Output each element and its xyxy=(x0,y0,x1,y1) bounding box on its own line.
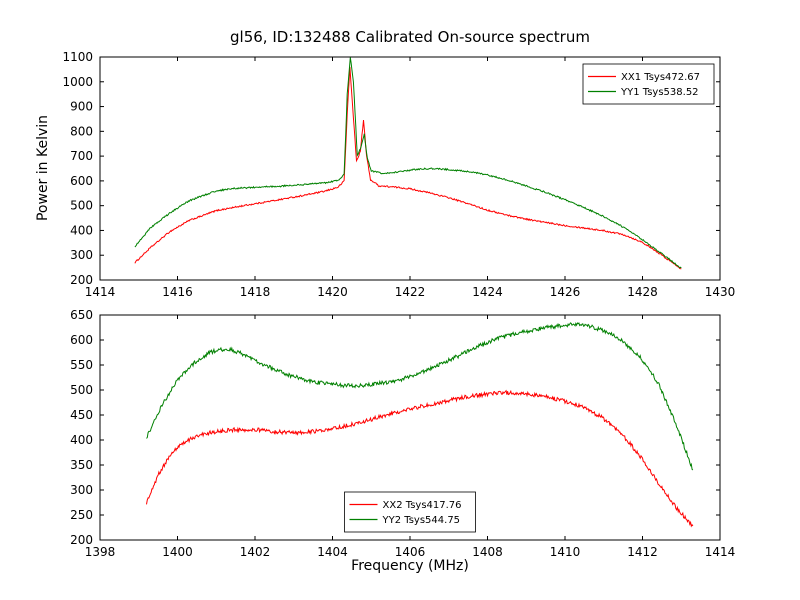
x-tick-label: 1410 xyxy=(550,545,581,559)
x-tick-label: 1398 xyxy=(85,545,116,559)
y-tick-label: 650 xyxy=(70,308,93,322)
x-tick-label: 1422 xyxy=(395,285,426,299)
series-line-2 xyxy=(146,321,694,471)
x-axis-label: Frequency (MHz) xyxy=(351,558,469,574)
y-tick-label: 1100 xyxy=(62,50,93,64)
x-tick-label: 1428 xyxy=(627,285,658,299)
y-tick-label: 400 xyxy=(70,223,93,237)
x-tick-label: 1414 xyxy=(85,285,116,299)
x-tick-label: 1412 xyxy=(627,545,658,559)
x-tick-label: 1400 xyxy=(162,545,193,559)
legend-label: YY2 Tsys544.75 xyxy=(382,515,461,526)
legend-label: XX1 Tsys472.67 xyxy=(621,72,700,83)
x-tick-label: 1418 xyxy=(240,285,271,299)
series-line-1 xyxy=(146,389,694,528)
legend: XX1 Tsys472.67 YY1 Tsys538.52 xyxy=(582,63,715,105)
y-tick-label: 600 xyxy=(70,174,93,188)
legend-label: XX2 Tsys417.76 xyxy=(383,500,462,511)
y-tick-label: 800 xyxy=(70,124,93,138)
y-tick-label: 300 xyxy=(70,483,93,497)
y-tick-label: 350 xyxy=(70,458,93,472)
y-tick-label: 500 xyxy=(70,383,93,397)
series-line-2 xyxy=(134,57,682,269)
y-tick-label: 400 xyxy=(70,433,93,447)
x-tick-label: 1402 xyxy=(240,545,271,559)
y-tick-label: 900 xyxy=(70,100,93,114)
x-tick-label: 1420 xyxy=(317,285,348,299)
chart-title: gl56, ID:132488 Calibrated On-source spe… xyxy=(230,28,590,46)
x-tick-label: 1416 xyxy=(162,285,193,299)
y-tick-label: 300 xyxy=(70,248,93,262)
top-spectrum-plot: 1414 1416 1418 1420 1422 1424 1426 1428 1430 200 3… xyxy=(62,50,736,299)
y-tick-label: 550 xyxy=(70,358,93,372)
y-tick-label: 200 xyxy=(70,533,93,547)
y-tick-label: 1000 xyxy=(62,75,93,89)
y-tick-label: 600 xyxy=(70,333,93,347)
y-tick-label: 450 xyxy=(70,408,93,422)
legend-label: YY1 Tsys538.52 xyxy=(620,87,699,98)
x-tick-label: 1414 xyxy=(705,545,736,559)
y-tick-label: 250 xyxy=(70,508,93,522)
y-tick-label: 200 xyxy=(70,273,93,287)
y-tick-label: 500 xyxy=(70,199,93,213)
x-tick-label: 1404 xyxy=(317,545,348,559)
legend: XX2 Tsys417.76 YY2 Tsys544.75 xyxy=(344,491,476,533)
x-tick-label: 1424 xyxy=(472,285,503,299)
x-tick-label: 1406 xyxy=(395,545,426,559)
y-tick-label: 700 xyxy=(70,149,93,163)
x-tick-label: 1426 xyxy=(550,285,581,299)
bottom-spectrum-plot: 1398 1400 1402 1404 1406 1408 1410 1412 1414 200 2… xyxy=(70,308,736,559)
x-tick-label: 1430 xyxy=(705,285,736,299)
series-line-1 xyxy=(134,66,682,270)
x-tick-label: 1408 xyxy=(472,545,503,559)
